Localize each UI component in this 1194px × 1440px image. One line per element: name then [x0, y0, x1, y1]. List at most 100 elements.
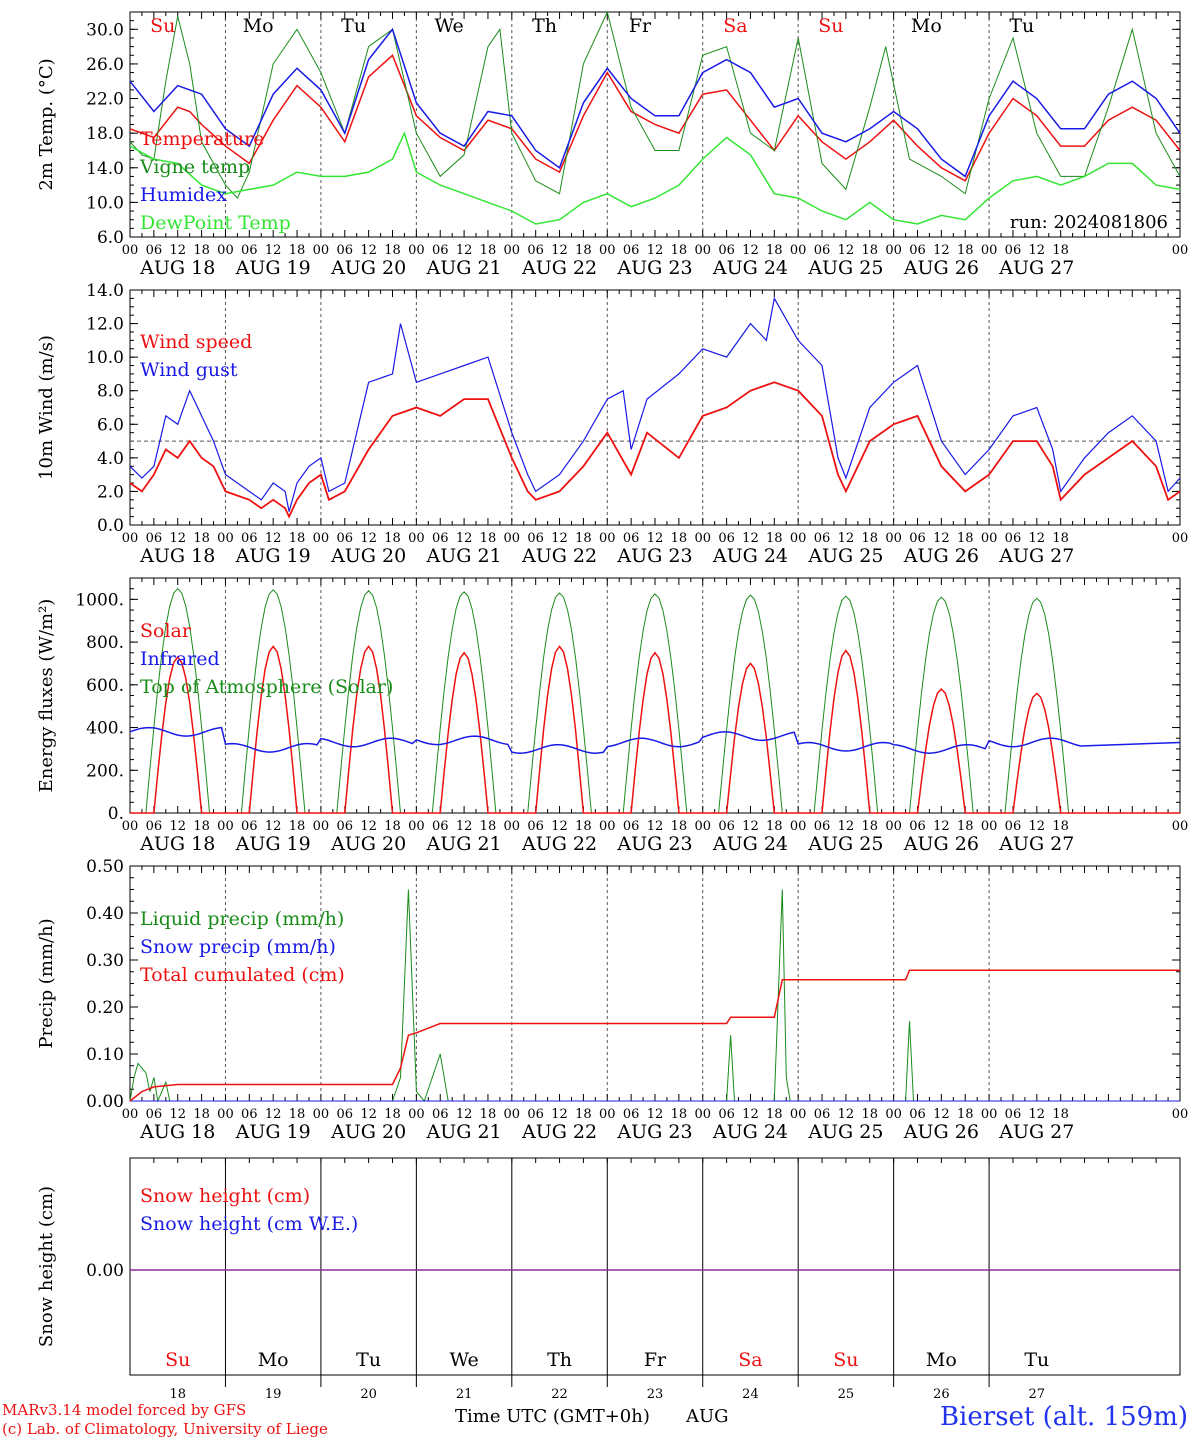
hour-tick-label: 00 [1172, 819, 1189, 834]
hour-tick-label: 00 [408, 243, 425, 258]
legend-entry: Solar [140, 620, 192, 642]
day-number-label: 19 [265, 1387, 282, 1402]
hour-tick-label: 00 [1172, 1107, 1189, 1122]
hour-tick-label: 18 [575, 531, 592, 546]
hour-tick-label: 00 [885, 531, 902, 546]
series-line-solar [130, 645, 1180, 814]
time-axis-label: Time UTC (GMT+0h) [455, 1406, 650, 1427]
hour-tick-label: 00 [504, 819, 521, 834]
series-line-temperature [129, 54, 1181, 182]
weekday-label: Su [818, 15, 843, 37]
hour-tick-label: 00 [504, 243, 521, 258]
legend-entry: Total cumulated (cm) [140, 964, 345, 986]
day-label: AUG 25 [807, 545, 883, 567]
hour-tick-label: 18 [766, 243, 783, 258]
model-credit: MARv3.14 model forced by GFS [2, 1401, 247, 1419]
hour-tick-label: 12 [1029, 1107, 1046, 1122]
hour-tick-label: 18 [861, 1107, 878, 1122]
weekday-label: Sa [723, 15, 747, 37]
hour-tick-label: 18 [861, 531, 878, 546]
hour-tick-label: 00 [217, 243, 234, 258]
hour-tick-label: 00 [981, 1107, 998, 1122]
hour-tick-label: 06 [527, 819, 544, 834]
day-label: AUG 24 [712, 1121, 788, 1143]
weekday-label: Su [833, 1349, 858, 1371]
hour-tick-label: 18 [480, 531, 497, 546]
hour-tick-label: 18 [289, 819, 306, 834]
hour-tick-label: 12 [456, 1107, 473, 1122]
hour-tick-label: 06 [336, 243, 353, 258]
weekday-label: We [434, 15, 463, 37]
hour-tick-label: 12 [265, 819, 282, 834]
hour-tick-label: 06 [241, 243, 258, 258]
hour-tick-label: 06 [336, 531, 353, 546]
hour-tick-label: 12 [742, 1107, 759, 1122]
weekday-label: Mo [926, 1349, 957, 1371]
weekday-label: Th [532, 15, 557, 37]
station-name: Bierset (alt. 159m) [939, 1402, 1188, 1432]
day-number-label: 21 [456, 1387, 473, 1402]
hour-tick-label: 06 [527, 531, 544, 546]
hour-tick-label: 12 [551, 1107, 568, 1122]
hour-tick-label: 00 [981, 243, 998, 258]
hour-tick-label: 18 [671, 819, 688, 834]
day-label: AUG 21 [426, 545, 502, 567]
hour-tick-label: 18 [384, 531, 401, 546]
hour-tick-label: 12 [456, 819, 473, 834]
day-label: AUG 18 [139, 257, 215, 279]
weekday-label: Tu [1024, 1349, 1049, 1371]
series-line-total [129, 969, 1180, 1102]
hour-tick-label: 18 [861, 243, 878, 258]
hour-tick-label: 00 [694, 1107, 711, 1122]
legend-entry: DewPoint Temp [140, 212, 291, 234]
hour-tick-label: 12 [742, 531, 759, 546]
series-line-dewpoint-temp [129, 131, 1181, 225]
hour-tick-label: 00 [504, 1107, 521, 1122]
hour-tick-label: 12 [360, 819, 377, 834]
hour-tick-label: 18 [575, 243, 592, 258]
day-label: AUG 27 [998, 545, 1074, 567]
hour-tick-label: 12 [647, 819, 664, 834]
day-label: AUG 23 [616, 833, 692, 855]
day-number-label: 27 [1029, 1387, 1046, 1402]
legend-entry: Temperature [140, 128, 264, 150]
day-label: AUG 27 [998, 1121, 1074, 1143]
hour-tick-label: 12 [1029, 531, 1046, 546]
hour-tick-label: 06 [432, 819, 449, 834]
legend-entry: Wind speed [140, 331, 252, 353]
y-tick-label: 0.00 [86, 1092, 124, 1112]
hour-tick-label: 12 [933, 819, 950, 834]
day-label: AUG 20 [330, 545, 406, 567]
day-label: AUG 21 [426, 257, 502, 279]
y-tick-label: 6.0 [97, 415, 124, 435]
day-label: AUG 18 [139, 545, 215, 567]
hour-tick-label: 00 [981, 531, 998, 546]
hour-tick-label: 06 [241, 531, 258, 546]
hour-tick-label: 12 [838, 1107, 855, 1122]
day-label: AUG 26 [903, 1121, 979, 1143]
hour-tick-label: 00 [408, 1107, 425, 1122]
y-axis-label: 2m Temp. (°C) [36, 58, 57, 190]
y-tick-label: 14.0 [86, 281, 124, 301]
hour-tick-label: 00 [599, 243, 616, 258]
series-line-vigne-temp [129, 10, 1181, 199]
hour-tick-label: 06 [146, 1107, 163, 1122]
hour-tick-label: 06 [718, 531, 735, 546]
day-label: AUG 23 [616, 545, 692, 567]
y-tick-label: 2.0 [97, 482, 124, 502]
hour-tick-label: 00 [599, 1107, 616, 1122]
hour-tick-label: 18 [1052, 531, 1069, 546]
weekday-label: Fr [629, 15, 652, 37]
day-label: AUG 19 [235, 833, 311, 855]
hour-tick-label: 18 [957, 243, 974, 258]
day-label: AUG 24 [712, 545, 788, 567]
hour-tick-label: 00 [504, 531, 521, 546]
hour-tick-label: 06 [1005, 531, 1022, 546]
series-line-humidex [129, 27, 1181, 178]
hour-tick-label: 18 [957, 531, 974, 546]
series-line-infrared [129, 726, 1181, 754]
day-label: AUG 19 [235, 257, 311, 279]
